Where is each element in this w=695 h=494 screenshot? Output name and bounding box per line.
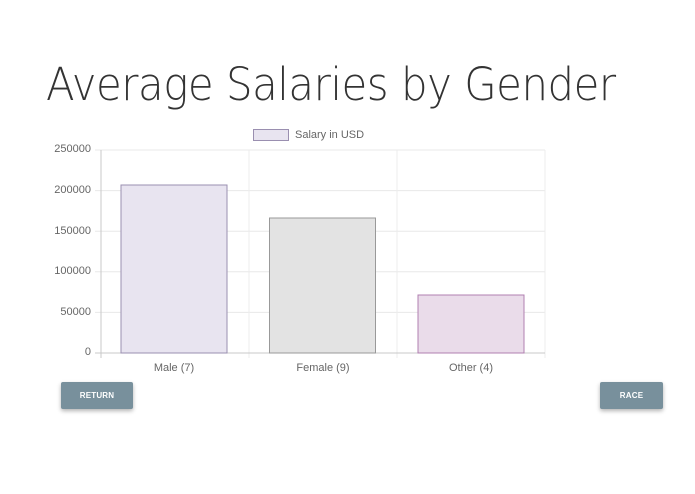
page-title: Average Salaries by Gender	[46, 58, 616, 111]
chart-legend[interactable]: Salary in USD	[253, 129, 364, 141]
race-button[interactable]: RACE	[600, 382, 663, 409]
return-button[interactable]: RETURN	[61, 382, 133, 409]
x-tick-female: Female (9)	[296, 362, 350, 374]
y-tick: 250000	[54, 143, 91, 155]
bar-female	[269, 217, 376, 354]
legend-label: Salary in USD	[295, 129, 365, 141]
x-tick-other: Other (4)	[448, 362, 493, 374]
y-tick: 100000	[54, 265, 91, 277]
bar-male	[120, 184, 228, 354]
bar-other	[417, 294, 525, 354]
y-tick: 200000	[54, 184, 91, 196]
y-tick: 150000	[54, 225, 91, 237]
y-tick: 50000	[60, 306, 91, 318]
legend-swatch	[253, 129, 289, 141]
y-tick: 0	[84, 346, 91, 358]
x-tick-male: Male (7)	[153, 362, 195, 374]
